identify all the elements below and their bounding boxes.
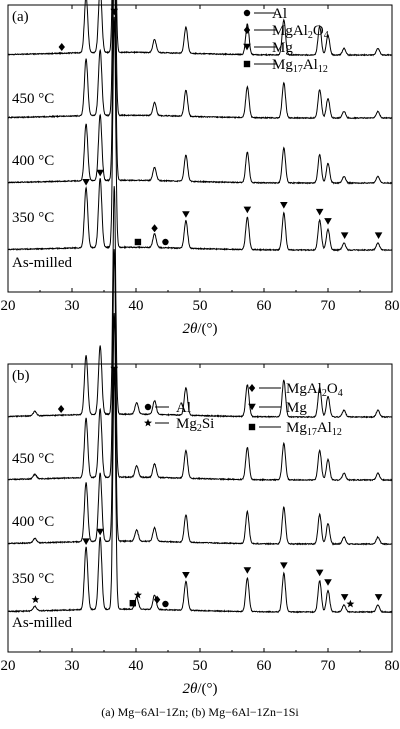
series-line <box>7 186 393 419</box>
series-line <box>7 0 393 185</box>
series-label: 400 °C <box>12 153 54 169</box>
phase-marker-diamond <box>58 43 65 51</box>
legend-symbol-square <box>248 423 256 431</box>
x-tick-label: 80 <box>385 298 400 314</box>
legend-symbol-circle <box>144 403 152 411</box>
phase-marker-triangle-down <box>243 206 252 214</box>
phase-marker-triangle-down <box>315 569 324 577</box>
series-line <box>8 0 393 57</box>
phase-marker-triangle-down <box>280 562 288 569</box>
chart-panel-a: 20 30 40 50 60 70 80 2θ/(°) (a) 450 °C 400 °C 350 °… <box>1 0 400 337</box>
phase-marker-triangle-down <box>182 572 190 579</box>
chart-panel-b: 20 30 40 50 60 70 80 2θ/(°) (b) 450 °C 400 °C 350 °… <box>1 186 400 697</box>
phase-marker-star <box>133 590 142 599</box>
series-label: 350 °C <box>12 571 54 587</box>
phase-marker-triangle-down <box>374 594 383 601</box>
phase-marker-triangle-down <box>340 232 349 239</box>
legend-symbol-star <box>144 418 152 427</box>
series-label: As-milled <box>12 255 72 271</box>
legend-symbol-square <box>243 60 251 68</box>
x-tick-label: 50 <box>193 658 208 674</box>
x-tick-label: 20 <box>1 298 16 314</box>
x-tick-label: 40 <box>129 658 144 674</box>
phase-marker-triangle-down <box>110 366 119 374</box>
series-label: As-milled <box>12 615 72 631</box>
phase-marker-star <box>346 599 355 608</box>
plot-frame <box>7 363 393 653</box>
x-tick-label: 80 <box>385 658 400 674</box>
x-tick-label: 60 <box>257 298 272 314</box>
legend-symbol-circle <box>243 9 251 17</box>
phase-marker-diamond <box>153 595 161 604</box>
phase-marker-triangle-down <box>374 232 383 239</box>
legend-symbol-triangle-down <box>248 403 256 411</box>
phase-marker-star <box>31 595 40 603</box>
phase-marker-circle <box>162 238 169 246</box>
phase-marker-square <box>129 599 136 607</box>
phase-marker-triangle-down <box>82 538 90 545</box>
series-line <box>7 0 392 120</box>
x-tick-label: 60 <box>257 658 272 674</box>
series-line <box>7 249 393 482</box>
x-tick-label: 70 <box>321 658 336 674</box>
legend-symbol-diamond <box>248 384 256 392</box>
legend-symbol-triangle-down <box>243 43 251 51</box>
x-tick-label: 30 <box>65 658 80 674</box>
phase-marker-triangle-down <box>315 208 324 216</box>
legend-label: Mg17​Al12​ <box>272 57 328 75</box>
series-label: 400 °C <box>12 514 54 530</box>
legend-label: MgAl2​O4​ <box>286 381 343 399</box>
phase-marker-triangle-down <box>182 211 190 218</box>
phase-marker-triangle-down <box>324 218 332 225</box>
x-axis-title: 2θ/(°) <box>182 321 217 337</box>
legend-label: Mg <box>272 40 293 56</box>
phase-marker-triangle-down <box>340 594 349 601</box>
phase-marker-circle <box>162 600 169 608</box>
series-label: 450 °C <box>12 91 54 107</box>
legend-label: Al <box>176 400 191 416</box>
series-line <box>7 312 393 546</box>
x-tick-label: 50 <box>193 298 208 314</box>
series-label: 450 °C <box>12 451 54 467</box>
phase-marker-triangle-down <box>324 579 332 586</box>
xrd-figure: 20 30 40 50 60 70 80 2θ/(°) (a) 450 °C 400 °C 350 °… <box>1 0 400 697</box>
phase-marker-triangle-down <box>82 179 90 186</box>
legend-label: Mg17​Al12​ <box>286 420 342 438</box>
x-tick-label: 30 <box>65 298 80 314</box>
phase-marker-square <box>134 238 142 246</box>
figure-caption: (a) Mg−6Al−1Zn; (b) Mg−6Al−1Zn−1Si <box>101 705 299 719</box>
phase-marker-diamond <box>151 224 158 233</box>
legend-label: Al <box>272 6 287 22</box>
series-line <box>7 368 393 614</box>
legend-label: Mg2​Si <box>176 416 214 434</box>
legend-label: Mg <box>286 400 307 416</box>
phase-marker-triangle-down <box>280 202 288 209</box>
phase-marker-triangle-down <box>96 528 104 536</box>
legend-symbol-diamond <box>243 26 251 34</box>
x-tick-label: 70 <box>321 298 336 314</box>
phase-marker-triangle-down <box>96 169 104 177</box>
phase-marker-diamond <box>57 405 65 413</box>
x-tick-label: 40 <box>129 298 144 314</box>
legend-label: MgAl2​O4​ <box>272 23 329 41</box>
panel-label: (a) <box>12 9 29 25</box>
x-tick-label: 20 <box>1 658 16 674</box>
series-label: 350 °C <box>12 210 54 226</box>
series-line <box>7 16 393 252</box>
panel-label: (b) <box>12 368 30 384</box>
phase-marker-triangle-down <box>243 567 252 574</box>
x-axis-title: 2θ/(°) <box>182 681 217 697</box>
phase-marker-triangle-down <box>110 8 119 16</box>
